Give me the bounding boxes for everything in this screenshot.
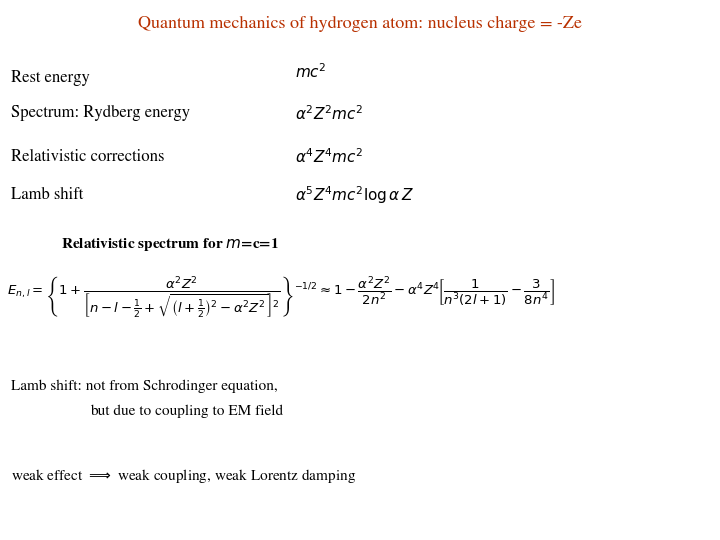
Text: Quantum mechanics of hydrogen atom: nucleus charge = -Ze: Quantum mechanics of hydrogen atom: nucl… — [138, 16, 582, 32]
Text: Relativistic spectrum for $\it{m}$=c=1: Relativistic spectrum for $\it{m}$=c=1 — [61, 235, 279, 253]
Text: $\alpha^4 Z^4 mc^2$: $\alpha^4 Z^4 mc^2$ — [295, 147, 364, 166]
Text: Spectrum: Rydberg energy: Spectrum: Rydberg energy — [11, 105, 190, 122]
Text: Lamb shift: not from Schrodinger equation,: Lamb shift: not from Schrodinger equatio… — [11, 380, 277, 393]
Text: weak effect $\Longrightarrow$ weak coupling, weak Lorentz damping: weak effect $\Longrightarrow$ weak coupl… — [11, 467, 356, 485]
Text: Rest energy: Rest energy — [11, 70, 89, 86]
Text: $mc^2$: $mc^2$ — [295, 62, 327, 80]
Text: Relativistic corrections: Relativistic corrections — [11, 148, 164, 165]
Text: $\alpha^2 Z^2 mc^2$: $\alpha^2 Z^2 mc^2$ — [295, 104, 364, 123]
Text: $E_{n,l} = \left\{1 + \dfrac{\alpha^2 Z^2}{\left[n - l - \frac{1}{2} + \sqrt{\le: $E_{n,l} = \left\{1 + \dfrac{\alpha^2 Z^… — [7, 274, 555, 320]
Text: $\alpha^5 Z^4 mc^2 \log\alpha\, Z$: $\alpha^5 Z^4 mc^2 \log\alpha\, Z$ — [295, 185, 414, 206]
Text: Lamb shift: Lamb shift — [11, 187, 83, 204]
Text: but due to coupling to EM field: but due to coupling to EM field — [90, 405, 283, 418]
